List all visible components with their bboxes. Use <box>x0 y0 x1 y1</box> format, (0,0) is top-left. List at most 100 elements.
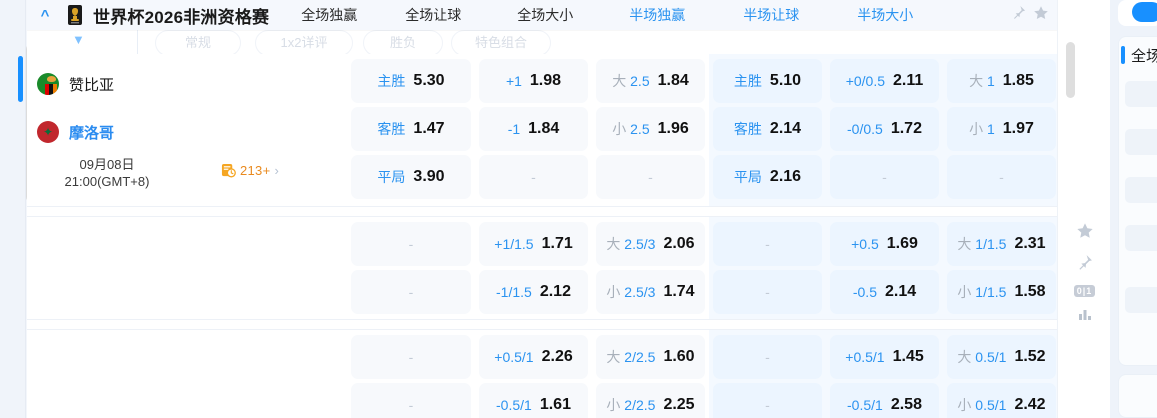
odds-cell[interactable]: - <box>713 270 822 314</box>
tab-full-handicap[interactable]: 全场让球 <box>405 7 462 23</box>
odds-cell[interactable]: - <box>830 155 939 199</box>
odds-label: 小 2/2.5 <box>606 397 656 413</box>
far-right-ghost-1[interactable] <box>1125 129 1157 155</box>
odds-cell[interactable]: 平局 3.90 <box>351 155 471 199</box>
odds-value: 2.11 <box>893 72 924 89</box>
chevron-down-icon[interactable]: ▼ <box>72 32 85 47</box>
odds-cell[interactable]: - <box>713 383 822 418</box>
odds-cell[interactable]: -0.5/1 2.58 <box>830 383 939 418</box>
odds-cell[interactable]: - <box>596 155 705 199</box>
star-icon[interactable] <box>1076 222 1094 245</box>
pin-icon[interactable] <box>1076 254 1093 276</box>
odds-label: +0/0.5 <box>845 73 886 89</box>
star-icon[interactable] <box>1033 5 1049 26</box>
filter-pill-1[interactable]: 1x2详评 <box>255 30 353 54</box>
odds-cell[interactable]: 主胜 5.30 <box>351 59 471 103</box>
odds-cell[interactable]: 大 1/1.5 2.31 <box>947 222 1056 266</box>
odds-cell[interactable]: 客胜 1.47 <box>351 107 471 151</box>
odds-cell[interactable]: - <box>351 335 471 379</box>
odds-cell[interactable]: +1/1.5 1.71 <box>479 222 588 266</box>
odds-cell[interactable]: 小 0.5/1 2.42 <box>947 383 1056 418</box>
odds-empty: - <box>765 284 770 300</box>
far-right-ghost-4[interactable] <box>1125 287 1157 313</box>
odds-empty: - <box>999 169 1004 185</box>
odds-cell[interactable]: - <box>351 222 471 266</box>
odds-cell[interactable]: 小 1/1.5 1.58 <box>947 270 1056 314</box>
odds-value: 1.58 <box>1014 283 1046 300</box>
odds-empty: - <box>882 169 887 185</box>
odds-label: +1 <box>505 73 522 89</box>
odds-cell[interactable]: 大 2.5 1.84 <box>596 59 705 103</box>
bar-chart-icon[interactable] <box>1077 306 1093 327</box>
odds-cell[interactable]: - <box>713 335 822 379</box>
match-datetime: 09月08日 21:00(GMT+8) <box>37 156 177 190</box>
right-scrollbar-thumb[interactable] <box>1066 42 1075 98</box>
tab-full-overunder[interactable]: 全场大小 <box>517 7 574 23</box>
chevron-up-icon[interactable]: ^ <box>40 6 50 24</box>
odds-cell[interactable]: +0/0.5 2.11 <box>830 59 939 103</box>
odds-cell[interactable]: 小 2.5 1.96 <box>596 107 705 151</box>
filter-pill-0[interactable]: 常规 <box>155 30 241 54</box>
zambia-flag-icon <box>37 73 59 95</box>
odds-cell[interactable]: -1 1.84 <box>479 107 588 151</box>
away-team[interactable]: ✦ 摩洛哥 <box>27 108 347 156</box>
odds-cell[interactable]: 小 2.5/3 1.74 <box>596 270 705 314</box>
stats-link[interactable]: 213+ › <box>221 163 279 178</box>
odds-value: 1.97 <box>1002 120 1034 137</box>
far-right-ghost-2[interactable] <box>1125 177 1157 203</box>
far-right-selected-item[interactable]: 全场 <box>1119 37 1157 73</box>
odds-label: +0.5/1 <box>845 349 885 365</box>
odds-cell[interactable]: - <box>351 270 471 314</box>
odds-cell[interactable]: - <box>479 155 588 199</box>
odds-value: 2.42 <box>1014 396 1046 413</box>
odds-value: 1.60 <box>663 348 695 365</box>
filter-pill-2[interactable]: 胜负 <box>363 30 443 54</box>
odds-cell[interactable]: 大 0.5/1 1.52 <box>947 335 1056 379</box>
odds-cell[interactable]: 小 1 1.97 <box>947 107 1056 151</box>
odds-value: 1.61 <box>539 396 571 413</box>
tab-half-1x2[interactable]: 半场独赢 <box>629 7 686 23</box>
odds-cell[interactable]: -0/0.5 1.72 <box>830 107 939 151</box>
score-badge[interactable]: 0|1 <box>1073 285 1096 297</box>
far-right-ghost-3[interactable] <box>1125 225 1157 251</box>
odds-value: 1.69 <box>886 235 918 252</box>
odds-cell[interactable]: 小 2/2.5 2.25 <box>596 383 705 418</box>
tab-full-1x2[interactable]: 全场独赢 <box>301 7 358 23</box>
morocco-flag-icon: ✦ <box>37 121 59 143</box>
odds-empty: - <box>765 397 770 413</box>
odds-cell[interactable]: -1/1.5 2.12 <box>479 270 588 314</box>
odds-cell[interactable]: - <box>351 383 471 418</box>
odds-empty: - <box>765 236 770 252</box>
odds-cell[interactable]: -0.5/1 1.61 <box>479 383 588 418</box>
far-right-toggle[interactable] <box>1132 2 1157 22</box>
group-separator-1 <box>27 206 1057 216</box>
match-row-alt-1: - - +1/1.5 1.71 -1/1.5 2.12 大 2.5/3 2.06 小 2.5/3… <box>27 216 1060 319</box>
odds-cell[interactable]: 大 2.5/3 2.06 <box>596 222 705 266</box>
odds-cell[interactable]: +0.5/1 2.26 <box>479 335 588 379</box>
odds-column-half-overunder: 大 1 1.85 小 1 1.97 - <box>943 54 1060 206</box>
odds-cell[interactable]: +0.5 1.69 <box>830 222 939 266</box>
match-date: 09月08日 <box>79 157 135 172</box>
odds-label: +1/1.5 <box>494 236 534 252</box>
left-accent-bar <box>18 56 23 102</box>
filter-pill-3[interactable]: 特色组合 <box>451 30 551 54</box>
odds-cell[interactable]: 大 1 1.85 <box>947 59 1056 103</box>
odds-column-full-handicap: +0.5/1 2.26 -0.5/1 1.61 <box>475 330 592 418</box>
tab-half-handicap[interactable]: 半场让球 <box>743 7 800 23</box>
odds-cell[interactable]: 客胜 2.14 <box>713 107 822 151</box>
odds-empty: - <box>648 169 653 185</box>
match-time: 21:00(GMT+8) <box>64 174 150 189</box>
home-team[interactable]: 赞比亚 <box>27 60 347 108</box>
odds-cell[interactable]: -0.5 2.14 <box>830 270 939 314</box>
odds-cell[interactable]: 平局 2.16 <box>713 155 822 199</box>
odds-label: 小 0.5/1 <box>957 397 1007 413</box>
odds-cell[interactable]: 主胜 5.10 <box>713 59 822 103</box>
pin-icon[interactable] <box>1011 5 1026 25</box>
tab-half-overunder[interactable]: 半场大小 <box>857 7 914 23</box>
odds-cell[interactable]: +0.5/1 1.45 <box>830 335 939 379</box>
odds-cell[interactable]: +1 1.98 <box>479 59 588 103</box>
odds-cell[interactable]: - <box>713 222 822 266</box>
odds-cell[interactable]: - <box>947 155 1056 199</box>
far-right-ghost-0[interactable] <box>1125 81 1157 107</box>
odds-cell[interactable]: 大 2/2.5 1.60 <box>596 335 705 379</box>
